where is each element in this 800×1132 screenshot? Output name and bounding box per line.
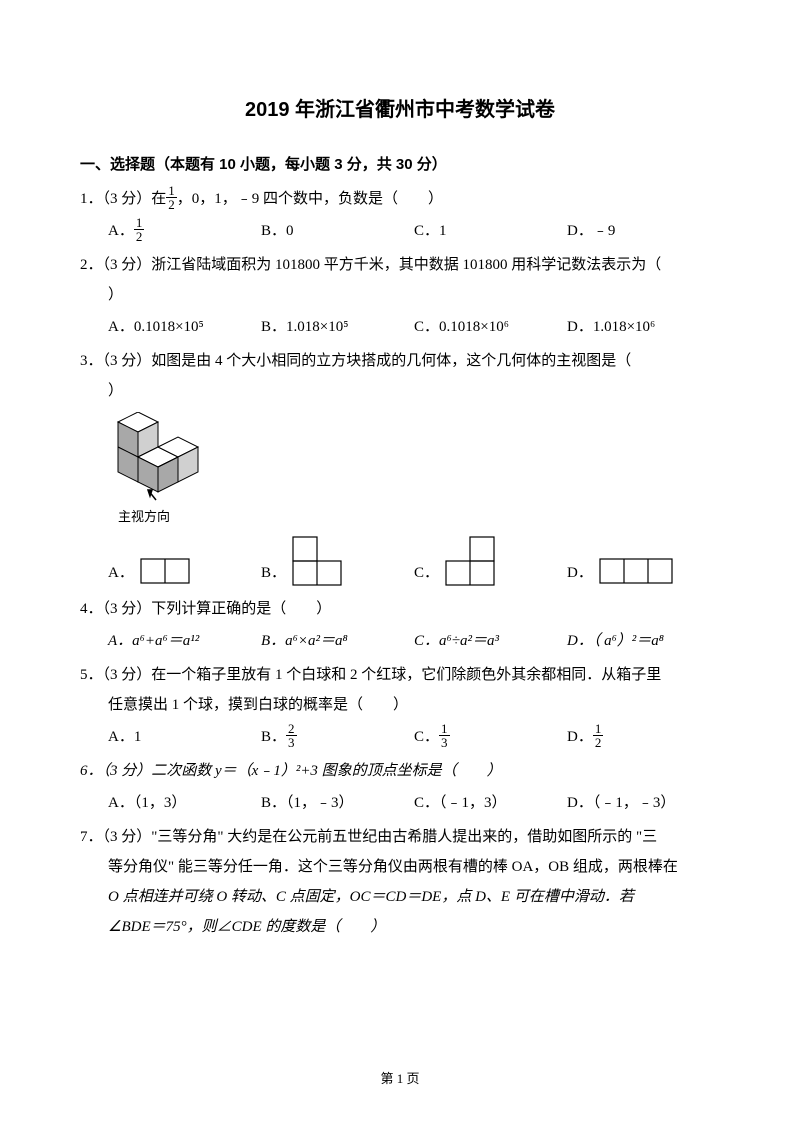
question-1: 1．（3 分）在12，0，1，﹣9 四个数中，负数是（ ） A．12 B．0 C… (80, 184, 720, 246)
q6-option-b: B．（1，﹣3） (261, 788, 414, 818)
q1-option-d: D．﹣9 (567, 216, 720, 246)
fraction-half-icon: 12 (166, 184, 177, 211)
q2-option-a: A．0.1018×10⁵ (108, 312, 261, 342)
q1-option-c: C．1 (414, 216, 567, 246)
q5-option-a: A．1 (108, 722, 261, 752)
fraction-icon: 13 (439, 722, 450, 749)
q5-option-d: D．12 (567, 722, 720, 752)
q6-text: 6．（3 分）二次函数 y＝（x﹣1）²+3 图象的顶点坐标是（ ） (80, 756, 720, 786)
cube-figure (108, 412, 720, 502)
q3-line1: 3．（3 分）如图是由 4 个大小相同的立方块搭成的几何体，这个几何体的主视图是… (80, 346, 720, 376)
q6-option-c: C．（﹣1，3） (414, 788, 567, 818)
q3-option-a: A． (108, 558, 261, 588)
q1-option-a: A．12 (108, 216, 261, 246)
q6-option-d: D．（﹣1，﹣3） (567, 788, 720, 818)
q5-line1: 5．（3 分）在一个箱子里放有 1 个白球和 2 个红球，它们除颜色外其余都相同… (80, 660, 720, 690)
q7-line3: O 点相连并可绕 O 转动、C 点固定，OC＝CD＝DE，点 D、E 可在槽中滑… (80, 882, 720, 912)
q4-option-a: A．a⁶+a⁶＝a¹² (108, 626, 261, 656)
fraction-half-icon: 12 (134, 216, 145, 243)
q1-option-b: B．0 (261, 216, 414, 246)
question-3: 3．（3 分）如图是由 4 个大小相同的立方块搭成的几何体，这个几何体的主视图是… (80, 346, 720, 588)
q4-option-b: B．a⁶×a²＝a⁸ (261, 626, 414, 656)
q3-line2: ） (80, 376, 720, 406)
q5-option-c: C．13 (414, 722, 567, 752)
q7-line4: ∠BDE＝75°，则∠CDE 的度数是（ ） (80, 912, 720, 942)
q7-line2: 等分角仪" 能三等分任一角．这个三等分角仪由两根有槽的棒 OA，OB 组成，两根… (80, 852, 720, 882)
section-1-header: 一、选择题（本题有 10 小题，每小题 3 分，共 30 分） (80, 150, 720, 180)
q7-line1: 7．（3 分）"三等分角" 大约是在公元前五世纪由古希腊人提出来的，借助如图所示… (80, 822, 720, 852)
q4-option-c: C．a⁶÷a²＝a³ (414, 626, 567, 656)
question-6: 6．（3 分）二次函数 y＝（x﹣1）²+3 图象的顶点坐标是（ ） A．（1，… (80, 756, 720, 818)
question-5: 5．（3 分）在一个箱子里放有 1 个白球和 2 个红球，它们除颜色外其余都相同… (80, 660, 720, 752)
question-4: 4．（3 分）下列计算正确的是（ ） A．a⁶+a⁶＝a¹² B．a⁶×a²＝a… (80, 594, 720, 656)
q5-option-b: B．23 (261, 722, 414, 752)
fraction-icon: 12 (593, 722, 604, 749)
fraction-icon: 23 (286, 722, 297, 749)
view-direction-label: 主视方向 (118, 504, 720, 530)
q3-option-c: C． (414, 536, 567, 588)
question-2: 2．（3 分）浙江省陆域面积为 101800 平方千米，其中数据 101800 … (80, 250, 720, 342)
q2-line1: 2．（3 分）浙江省陆域面积为 101800 平方千米，其中数据 101800 … (80, 250, 720, 280)
q3-option-b: B． (261, 536, 414, 588)
exam-title: 2019 年浙江省衢州市中考数学试卷 (80, 90, 720, 130)
q1-text-a: 1．（3 分）在 (80, 191, 166, 207)
question-7: 7．（3 分）"三等分角" 大约是在公元前五世纪由古希腊人提出来的，借助如图所示… (80, 822, 720, 942)
q5-line2: 任意摸出 1 个球，摸到白球的概率是（ ） (80, 690, 720, 720)
q2-option-d: D．1.018×10⁶ (567, 312, 720, 342)
q1-text-b: ，0，1，﹣9 四个数中，负数是（ ） (177, 191, 443, 207)
q2-option-b: B．1.018×10⁵ (261, 312, 414, 342)
page-footer: 第 1 页 (0, 1066, 800, 1092)
q2-option-c: C．0.1018×10⁶ (414, 312, 567, 342)
q3-option-d: D． (567, 558, 720, 588)
q6-option-a: A．（1，3） (108, 788, 261, 818)
q2-line2: ） (80, 280, 720, 310)
q4-text: 4．（3 分）下列计算正确的是（ ） (80, 594, 720, 624)
q4-option-d: D．（ a⁶）²＝a⁸ (567, 626, 720, 656)
